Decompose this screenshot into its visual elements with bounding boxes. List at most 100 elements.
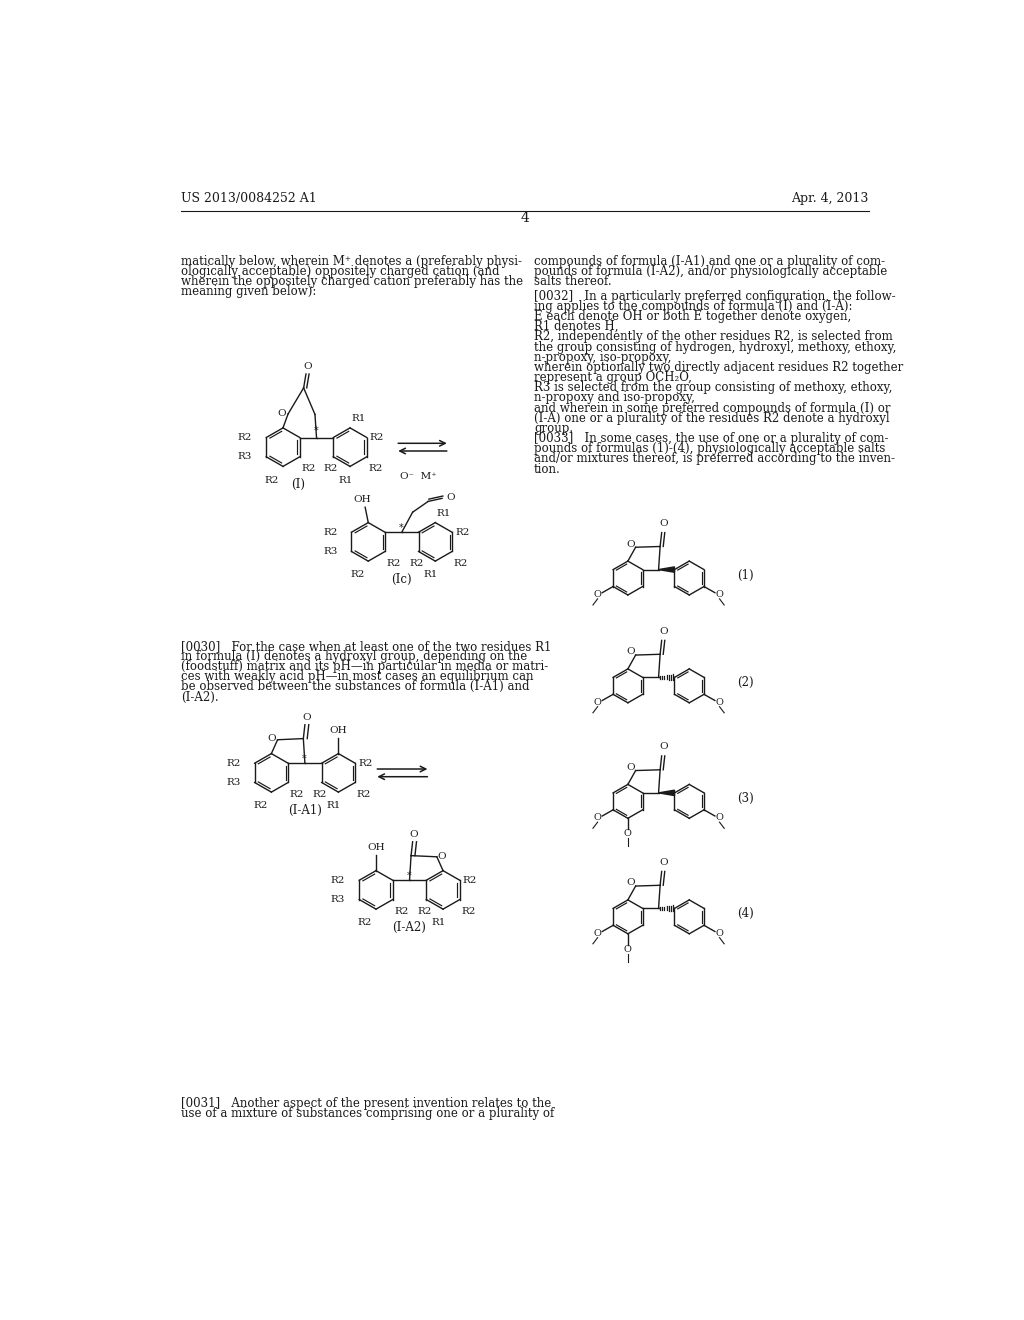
Text: R2: R2 (301, 465, 315, 474)
Text: R1 denotes H,: R1 denotes H, (535, 321, 618, 333)
Text: and/or mixtures thereof, is preferred according to the inven-: and/or mixtures thereof, is preferred ac… (535, 453, 895, 466)
Text: 4: 4 (520, 211, 529, 224)
Text: OH: OH (330, 726, 347, 735)
Text: R2: R2 (369, 465, 383, 474)
Text: (I-A) one or a plurality of the residues R2 denote a hydroxyl: (I-A) one or a plurality of the residues… (535, 412, 890, 425)
Text: salts thereof.: salts thereof. (535, 275, 611, 288)
Text: R2: R2 (358, 759, 373, 768)
Text: use of a mixture of substances comprising one or a plurality of: use of a mixture of substances comprisin… (180, 1107, 554, 1121)
Text: R3 is selected from the group consisting of methoxy, ethoxy,: R3 is selected from the group consisting… (535, 381, 893, 395)
Text: R2: R2 (350, 570, 365, 579)
Text: O: O (716, 928, 724, 937)
Text: R3: R3 (226, 777, 241, 787)
Text: R1: R1 (338, 475, 352, 484)
Text: *: * (313, 426, 318, 436)
Text: R1: R1 (437, 510, 452, 517)
Text: O: O (659, 742, 669, 751)
Text: R2: R2 (238, 433, 252, 442)
Polygon shape (658, 566, 675, 573)
Text: O: O (594, 697, 601, 706)
Text: O: O (627, 648, 635, 656)
Text: O: O (594, 928, 601, 937)
Text: ing applies to the compounds of formula (I) and (I-A):: ing applies to the compounds of formula … (535, 300, 853, 313)
Text: and wherein in some preferred compounds of formula (I) or: and wherein in some preferred compounds … (535, 401, 891, 414)
Text: OH: OH (353, 495, 371, 504)
Text: Apr. 4, 2013: Apr. 4, 2013 (792, 193, 869, 206)
Text: [0030]   For the case when at least one of the two residues R1: [0030] For the case when at least one of… (180, 640, 551, 652)
Text: represent a group OCH₂O,: represent a group OCH₂O, (535, 371, 692, 384)
Text: (I): (I) (292, 478, 305, 491)
Text: (foodstuff) matrix and its pH—in particular in media or matri-: (foodstuff) matrix and its pH—in particu… (180, 660, 548, 673)
Text: R1: R1 (424, 570, 438, 579)
Text: R2: R2 (253, 801, 267, 810)
Text: [0031]   Another aspect of the present invention relates to the: [0031] Another aspect of the present inv… (180, 1097, 551, 1110)
Text: E each denote OH or both E together denote oxygen,: E each denote OH or both E together deno… (535, 310, 851, 323)
Text: R3: R3 (324, 546, 338, 556)
Text: (1): (1) (737, 569, 754, 582)
Text: (4): (4) (737, 907, 754, 920)
Text: ologically acceptable) oppositely charged cation (and: ologically acceptable) oppositely charge… (180, 265, 500, 277)
Text: R1: R1 (327, 801, 341, 810)
Text: meaning given below):: meaning given below): (180, 285, 316, 298)
Text: *: * (302, 754, 306, 764)
Text: R3: R3 (238, 453, 252, 461)
Text: O: O (278, 409, 286, 417)
Text: R2: R2 (370, 433, 384, 442)
Text: R2: R2 (324, 528, 338, 537)
Text: R2: R2 (387, 560, 401, 568)
Text: R3: R3 (331, 895, 345, 904)
Text: *: * (398, 523, 403, 533)
Text: (I-A2).: (I-A2). (180, 690, 218, 704)
Text: O: O (716, 697, 724, 706)
Text: n-propoxy and iso-propoxy,: n-propoxy and iso-propoxy, (535, 392, 695, 404)
Text: be observed between the substances of formula (I-A1) and: be observed between the substances of fo… (180, 680, 529, 693)
Text: pounds of formula (I-A2), and/or physiologically acceptable: pounds of formula (I-A2), and/or physiol… (535, 265, 888, 277)
Text: O: O (594, 813, 601, 822)
Text: R2: R2 (455, 528, 470, 537)
Text: [0033]   In some cases, the use of one or a plurality of com-: [0033] In some cases, the use of one or … (535, 432, 889, 445)
Text: R2: R2 (265, 475, 280, 484)
Text: R2: R2 (323, 465, 337, 474)
Polygon shape (658, 791, 675, 796)
Text: group.: group. (535, 422, 573, 434)
Text: pounds of formulas (1)-(4), physiologically acceptable salts: pounds of formulas (1)-(4), physiologica… (535, 442, 886, 455)
Text: OH: OH (368, 843, 385, 853)
Text: ces with weakly acid pH—in most cases an equilibrium can: ces with weakly acid pH—in most cases an… (180, 671, 534, 684)
Text: (2): (2) (737, 676, 754, 689)
Text: R2: R2 (462, 907, 476, 916)
Text: O: O (716, 590, 724, 599)
Text: US 2013/0084252 A1: US 2013/0084252 A1 (180, 193, 316, 206)
Text: R2: R2 (358, 919, 373, 928)
Text: R2: R2 (463, 875, 477, 884)
Text: (I-A2): (I-A2) (392, 921, 426, 933)
Text: (3): (3) (737, 792, 754, 805)
Text: O: O (267, 734, 275, 743)
Text: compounds of formula (I-A1) and one or a plurality of com-: compounds of formula (I-A1) and one or a… (535, 255, 885, 268)
Text: R1: R1 (431, 919, 445, 928)
Text: O: O (410, 830, 419, 838)
Text: O: O (624, 945, 632, 953)
Text: R2: R2 (410, 560, 424, 568)
Text: R2: R2 (418, 907, 432, 916)
Text: R2: R2 (313, 791, 328, 799)
Text: O: O (302, 713, 310, 722)
Text: R2, independently of the other residues R2, is selected from: R2, independently of the other residues … (535, 330, 893, 343)
Text: O: O (627, 763, 635, 772)
Text: matically below, wherein M⁺ denotes a (preferably physi-: matically below, wherein M⁺ denotes a (p… (180, 255, 521, 268)
Text: O: O (445, 494, 455, 502)
Text: n-propoxy, iso-propoxy,: n-propoxy, iso-propoxy, (535, 351, 672, 364)
Text: O: O (627, 540, 635, 549)
Text: tion.: tion. (535, 462, 561, 475)
Text: wherein optionally two directly adjacent residues R2 together: wherein optionally two directly adjacent… (535, 360, 903, 374)
Text: R2: R2 (226, 759, 241, 768)
Text: O: O (303, 362, 312, 371)
Text: (I-A1): (I-A1) (288, 804, 322, 817)
Text: R2: R2 (331, 875, 345, 884)
Text: R2: R2 (290, 791, 304, 799)
Text: the group consisting of hydrogen, hydroxyl, methoxy, ethoxy,: the group consisting of hydrogen, hydrox… (535, 341, 896, 354)
Text: R2: R2 (454, 560, 468, 568)
Text: R2: R2 (356, 791, 371, 799)
Text: O: O (624, 829, 632, 838)
Text: in formula (I) denotes a hydroxyl group, depending on the: in formula (I) denotes a hydroxyl group,… (180, 649, 527, 663)
Text: O: O (627, 879, 635, 887)
